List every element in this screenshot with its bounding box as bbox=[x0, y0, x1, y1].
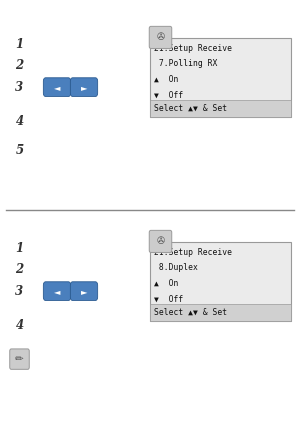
Text: 3: 3 bbox=[15, 285, 24, 297]
Text: ▲  On: ▲ On bbox=[154, 279, 178, 288]
Text: Select ▲▼ & Set: Select ▲▼ & Set bbox=[154, 308, 227, 317]
FancyBboxPatch shape bbox=[149, 26, 172, 48]
Bar bbox=[150, 100, 291, 117]
FancyBboxPatch shape bbox=[10, 349, 29, 369]
Text: 21.Setup Receive: 21.Setup Receive bbox=[154, 44, 232, 53]
Text: 4: 4 bbox=[15, 319, 24, 332]
FancyBboxPatch shape bbox=[70, 282, 98, 300]
Text: ▲  On: ▲ On bbox=[154, 75, 178, 84]
Bar bbox=[150, 38, 291, 117]
Text: ✏: ✏ bbox=[15, 354, 24, 364]
Text: 21.Setup Receive: 21.Setup Receive bbox=[154, 248, 232, 257]
FancyBboxPatch shape bbox=[149, 230, 172, 252]
Text: 3: 3 bbox=[15, 81, 24, 94]
Text: ✇: ✇ bbox=[156, 236, 165, 246]
Text: ◄: ◄ bbox=[54, 82, 60, 92]
Text: ▼  Off: ▼ Off bbox=[154, 91, 183, 99]
Bar bbox=[150, 304, 291, 321]
Text: ◄: ◄ bbox=[54, 286, 60, 296]
Text: 2: 2 bbox=[15, 264, 24, 276]
Bar bbox=[150, 242, 291, 321]
Text: 2: 2 bbox=[15, 60, 24, 72]
Text: ▼  Off: ▼ Off bbox=[154, 295, 183, 303]
Text: 4: 4 bbox=[15, 115, 24, 128]
Text: ►: ► bbox=[81, 82, 87, 92]
Text: ►: ► bbox=[81, 286, 87, 296]
Text: 7.Polling RX: 7.Polling RX bbox=[154, 60, 217, 68]
Text: 8.Duplex: 8.Duplex bbox=[154, 264, 197, 272]
FancyBboxPatch shape bbox=[43, 78, 71, 96]
FancyBboxPatch shape bbox=[43, 282, 71, 300]
FancyBboxPatch shape bbox=[70, 78, 98, 96]
Text: 5: 5 bbox=[15, 144, 24, 157]
Text: 1: 1 bbox=[15, 242, 24, 255]
Text: 1: 1 bbox=[15, 38, 24, 51]
Text: Select ▲▼ & Set: Select ▲▼ & Set bbox=[154, 104, 227, 113]
Text: ✇: ✇ bbox=[156, 32, 165, 42]
